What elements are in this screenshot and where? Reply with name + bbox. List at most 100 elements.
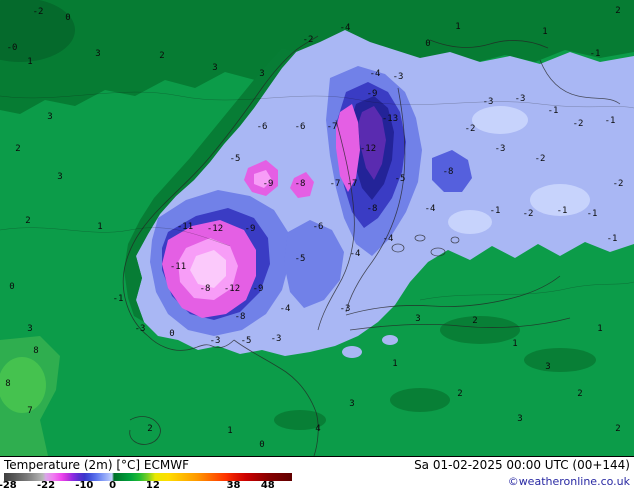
lake-3 [430,247,446,257]
temp-label: 2 [159,51,164,61]
isolines [0,91,634,301]
region-pale-blue-3 [448,210,492,234]
temp-label: -11 [177,222,193,232]
temp-label: -2 [523,209,534,219]
temp-label: -3 [495,144,506,154]
map-title: Temperature (2m) [°C] ECMWF [4,458,189,472]
map-canvas: -2 0 -0 1 3 2 3 3 -2 -4 -4 -3 0 1 1 2 -1 -3 -3 -1 -2 -1 -2 -2 -3… [0,0,634,456]
temp-label: -9 [245,224,256,234]
scale-tick: 48 [260,480,275,490]
region-medium-blue-bridge [284,220,344,308]
temp-label: 1 [455,22,460,32]
region-magenta-strip [336,104,360,192]
temp-label: 2 [457,389,462,399]
region-blue-spot-east [432,150,472,192]
coastlines [122,35,621,456]
temp-label: 2 [472,316,477,326]
temp-label: -3 [210,336,221,346]
temp-label: 4 [315,424,320,434]
scale-ticks: -28 -22 -10 0 12 38 48 [0,480,300,490]
scale-tick: 0 [109,480,117,490]
region-dark-green-patch-2 [524,348,596,372]
temp-label: -2 [535,154,546,164]
region-pale-blue-2 [530,184,590,216]
color-scale-bar [4,473,292,481]
temp-label: -9 [253,284,264,294]
temp-label: 2 [577,389,582,399]
temp-label: 2 [25,216,30,226]
temp-label: -1 [590,49,601,59]
isoline-3 [419,281,634,301]
region-pink-small-1 [254,170,272,188]
temp-label: -1 [557,206,568,216]
temp-label: -3 [135,324,146,334]
temp-label: 0 [9,282,14,292]
temp-label: 1 [27,57,32,67]
temp-label: -2 [33,7,44,17]
temp-label: -6 [313,222,324,232]
temp-label: -4 [370,69,381,79]
temp-label: 3 [212,63,217,73]
region-blue-dot-south-1 [342,346,362,358]
temp-label: -4 [280,304,291,314]
temp-label: 3 [47,112,52,122]
temp-label: -12 [224,284,240,294]
temp-label: -3 [483,97,494,107]
coast-denmark [129,416,161,445]
coast-norway-west [122,35,319,337]
temperature-map: -2 0 -0 1 3 2 3 3 -2 -4 -4 -3 0 1 1 2 -1 -3 -3 -1 -2 -1 -2 -2 -3… [0,0,634,456]
isoline-2 [0,227,231,247]
temp-label: 8 [5,379,10,389]
temp-label: -12 [360,144,376,154]
coast-sweden-east [233,339,319,456]
scale-tick: -22 [37,480,56,490]
title-model: ECMWF [143,458,190,472]
lake-2 [414,234,426,242]
temp-label: 3 [545,362,550,372]
temp-label: 0 [169,329,174,339]
lake-4 [450,236,460,244]
temp-label: -5 [395,174,406,184]
temp-label: -7 [330,179,341,189]
temp-label: 3 [415,314,420,324]
temp-label: -4 [425,204,436,214]
temp-label: 3 [95,49,100,59]
region-dark-green-patch-1 [440,316,520,344]
temp-label: -5 [241,336,252,346]
temp-label: 1 [97,222,102,232]
temp-label: -8 [235,312,246,322]
temp-label: 1 [512,339,517,349]
temp-label: -5 [295,254,306,264]
region-purple-bothnia [358,106,386,180]
temp-label: -4 [350,249,361,259]
temp-labels: -2 0 -0 1 3 2 3 3 -2 -4 -4 -3 0 1 1 2 -1 -3 -3 -1 -2 -1 -2 -2 -3… [5,6,623,450]
temp-label: -3 [340,304,351,314]
region-dark-green-patch-4 [274,410,326,430]
region-dark-green-patch-3 [390,388,450,412]
temp-label: 8 [33,346,38,356]
temp-label: 1 [542,27,547,37]
temp-label: -1 [607,234,618,244]
coast-bothnia-west [317,119,355,331]
temp-label: -6 [295,122,306,132]
region-pale-blue-1 [472,106,528,134]
temp-label: 1 [392,359,397,369]
coast-kola [429,39,549,49]
coast-norway-south [147,335,235,351]
temp-label: -7 [347,179,358,189]
temp-label: -4 [383,234,394,244]
temp-label: -1 [605,116,616,126]
temp-label: 2 [615,424,620,434]
temp-label: -5 [230,154,241,164]
lake-1 [391,243,405,253]
temp-label: -2 [573,119,584,129]
temp-label: -2 [303,35,314,45]
temp-label: 3 [259,69,264,79]
temp-label: -13 [382,114,398,124]
temp-label: -2 [613,179,624,189]
temp-label: -2 [465,124,476,134]
temp-label: -11 [170,262,186,272]
temp-label: -3 [393,72,404,82]
region-dark-green-corner [0,0,75,62]
temp-label: 2 [15,144,20,154]
